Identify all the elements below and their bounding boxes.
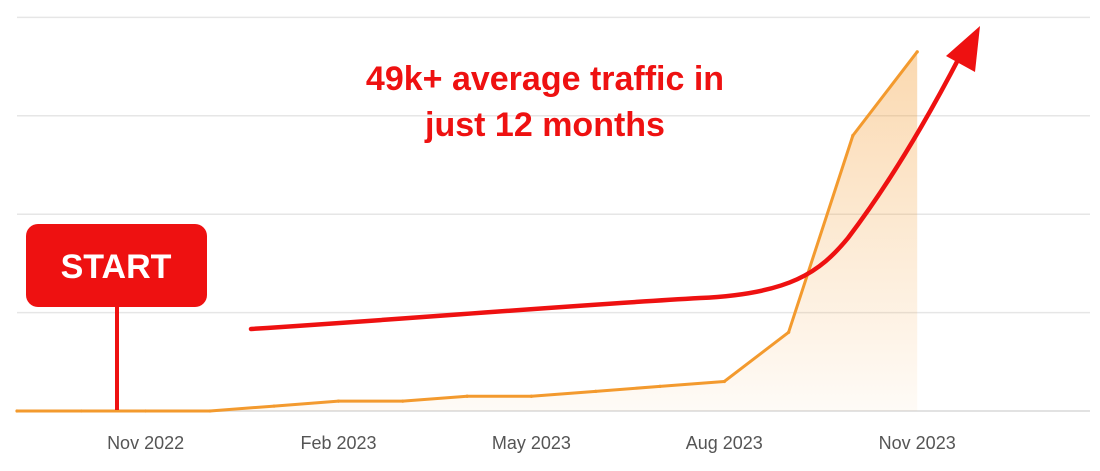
data-point xyxy=(272,404,276,408)
series-line-segment xyxy=(722,330,791,383)
data-point xyxy=(144,409,148,413)
series-line-segment xyxy=(594,384,662,393)
data-point xyxy=(722,379,726,384)
x-tick-label: Nov 2023 xyxy=(879,433,956,453)
series-line-segment xyxy=(787,133,855,334)
x-tick-label: Aug 2023 xyxy=(686,433,763,453)
data-point xyxy=(15,409,19,413)
series-line-segment xyxy=(272,399,340,408)
annotations: 49k+ average traffic in just 12 months S… xyxy=(26,26,980,410)
data-point xyxy=(851,133,855,138)
callout-line-1: 49k+ average traffic in xyxy=(366,60,724,98)
series-line-segment xyxy=(851,50,919,137)
series-line-segment xyxy=(401,394,469,403)
data-point xyxy=(79,409,83,413)
data-point xyxy=(208,409,212,413)
series-line-segment xyxy=(658,379,726,388)
data-point xyxy=(915,50,919,54)
growth-arrow-line xyxy=(248,53,963,332)
data-point xyxy=(401,399,405,403)
series-line-segment xyxy=(208,404,276,413)
series-line-segment xyxy=(529,389,598,398)
start-label: START xyxy=(61,248,172,286)
series-line xyxy=(15,50,919,413)
series-area-fill xyxy=(17,51,918,412)
series-area xyxy=(17,51,918,412)
data-point xyxy=(787,330,791,334)
growth-arrowhead-icon xyxy=(946,26,980,72)
x-axis-ticks: Nov 2022 Feb 2023 May 2023 Aug 2023 Nov 2023 xyxy=(107,433,956,453)
start-label-box xyxy=(26,224,207,307)
data-point xyxy=(529,394,534,398)
data-point xyxy=(658,384,662,388)
x-tick-label: Feb 2023 xyxy=(300,433,376,453)
callout-line-2: just 12 months xyxy=(424,106,665,144)
data-point xyxy=(594,389,598,393)
data-point xyxy=(465,394,469,398)
x-tick-label: May 2023 xyxy=(492,433,571,453)
x-tick-label: Nov 2022 xyxy=(107,433,184,453)
data-point xyxy=(336,399,341,403)
